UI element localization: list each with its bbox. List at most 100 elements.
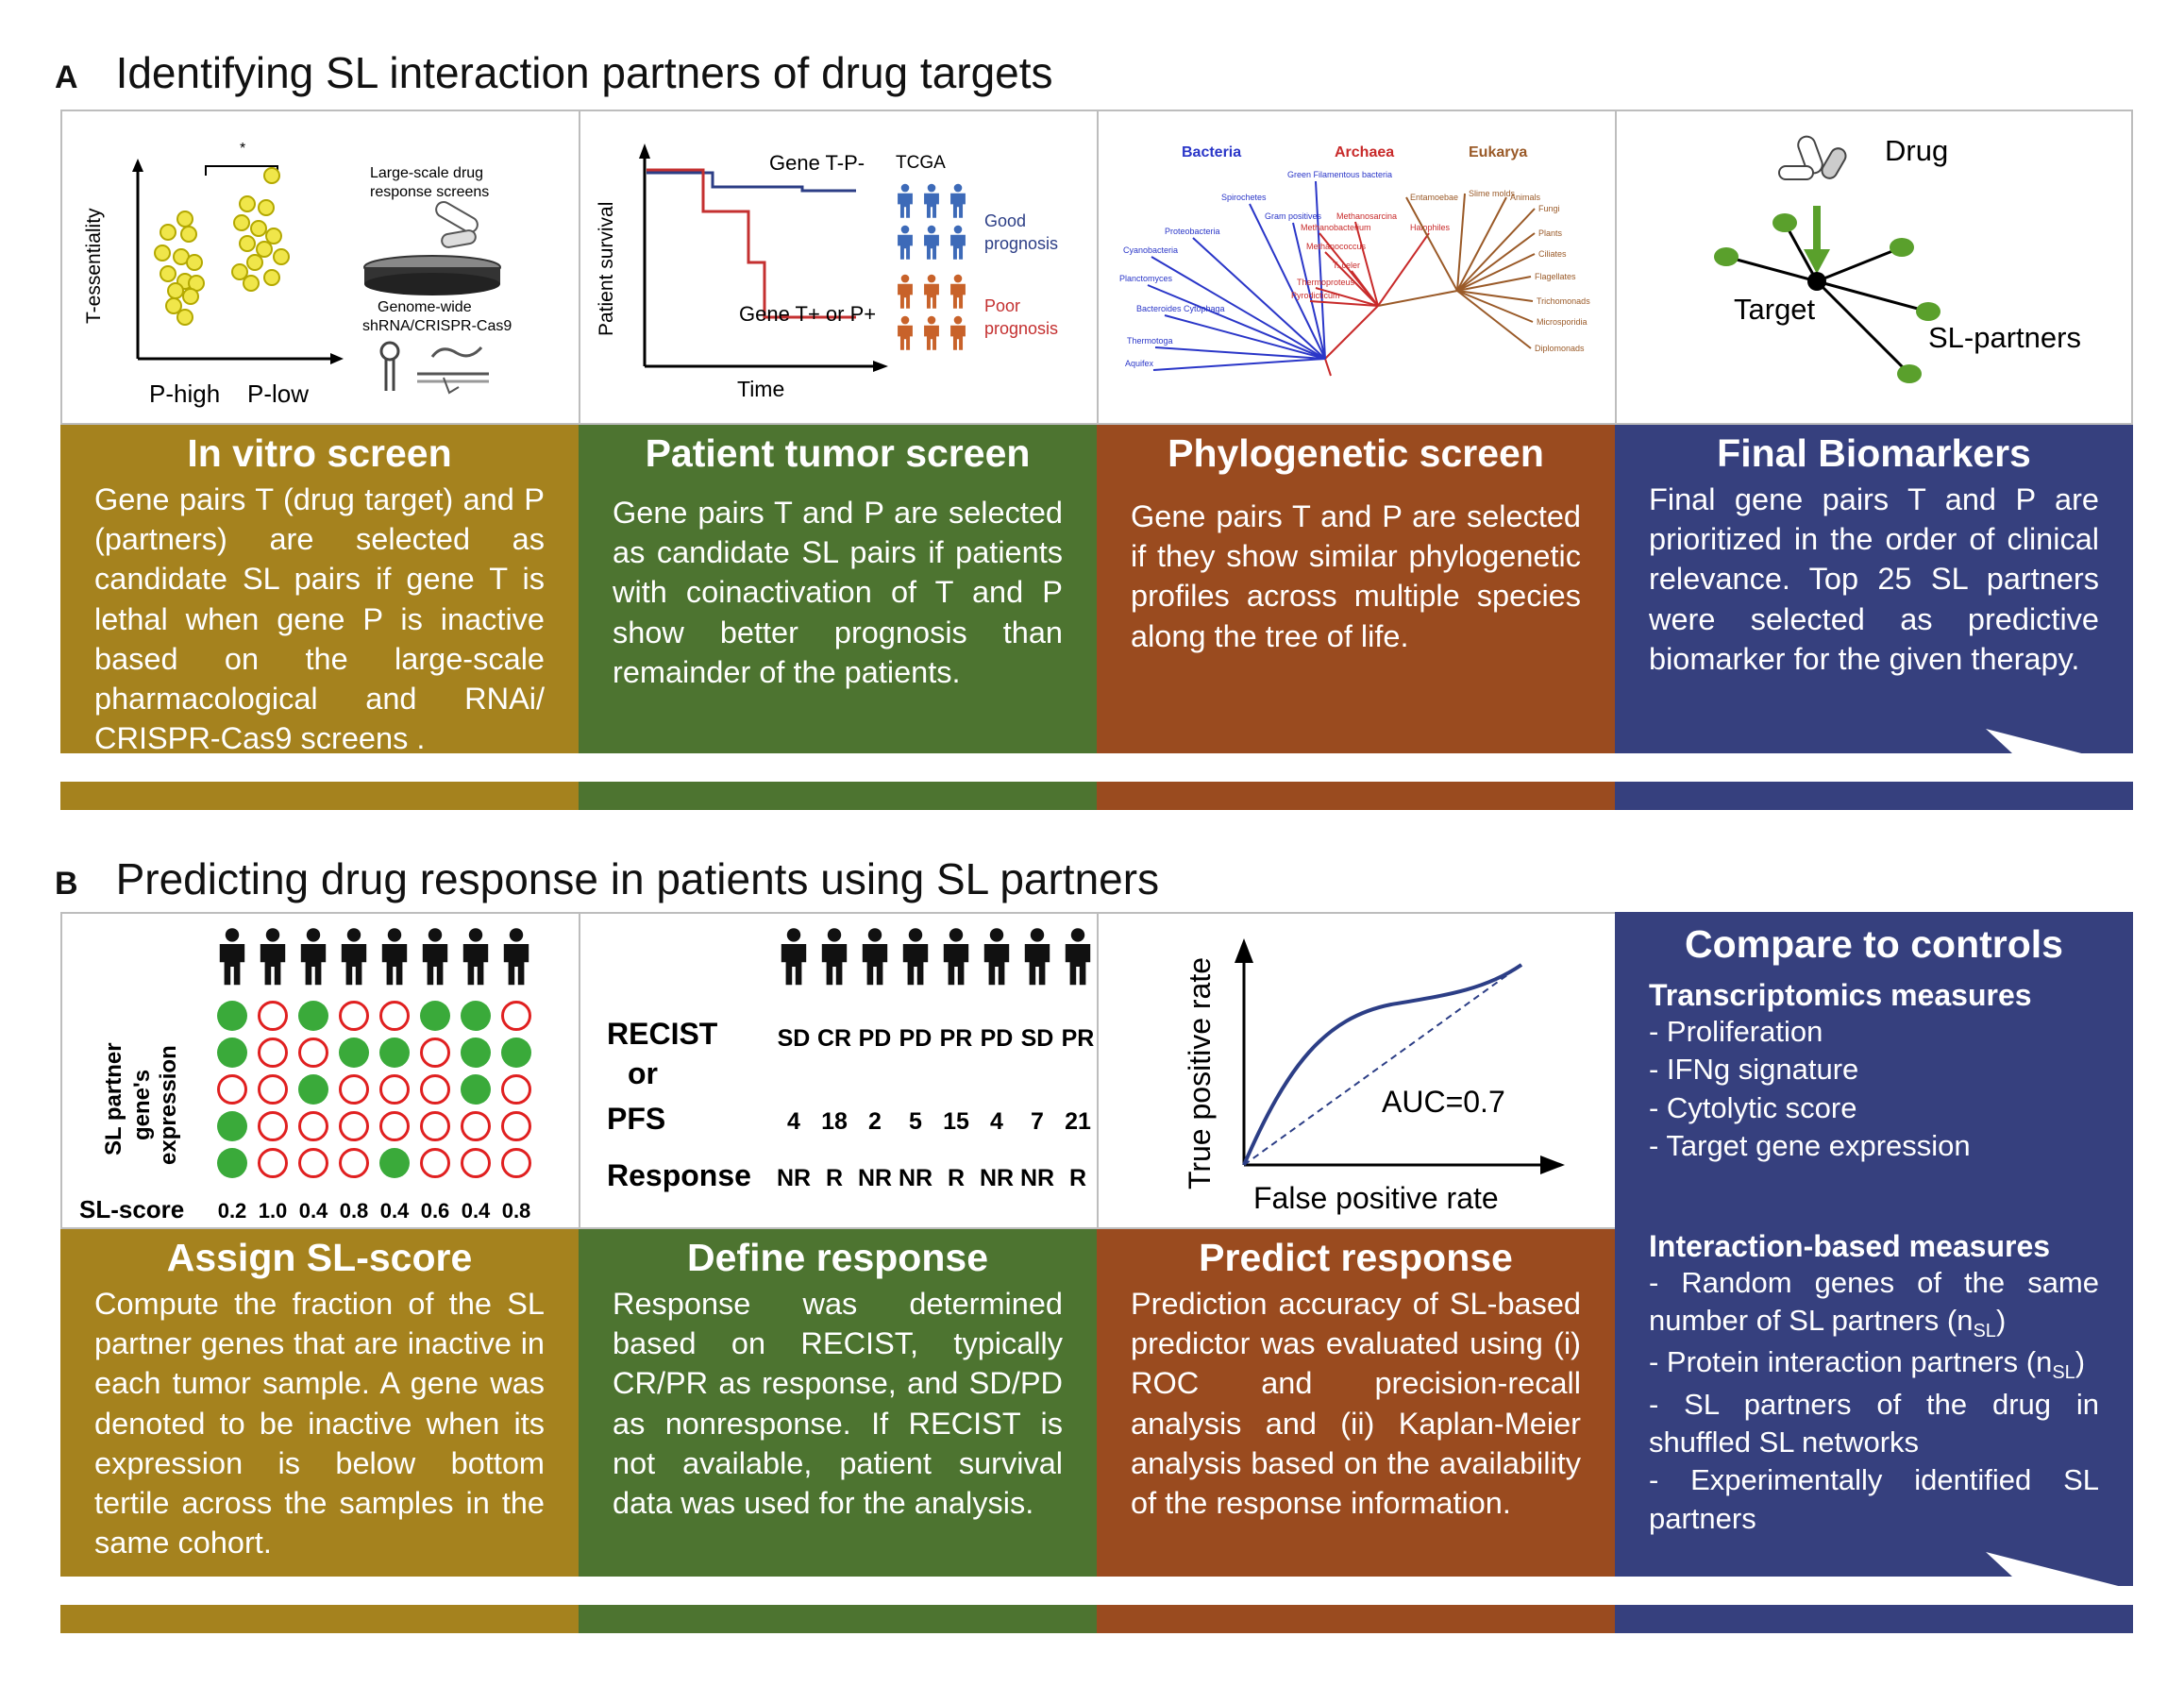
scatter-dot-p-high [182,288,199,305]
phylogenetic-screen-text: Gene pairs T and P are selected if they … [1131,498,1581,653]
drug-screen-label-1: Large-scale drug [370,165,483,181]
final-biomarkers-title: Final Biomarkers [1717,431,2031,475]
eukarya-branch [1456,290,1532,349]
person-icon [898,183,913,218]
eukarya-taxon-label: Fungi [1538,204,1560,213]
recist-value: PR [1062,1025,1095,1052]
scatter-dot-p-high [160,265,176,282]
inactive-expression-ring [501,1001,531,1031]
bacteria-taxon-label: Aquifex [1125,359,1154,368]
recist-value: PR [940,1025,973,1052]
panel-b-color-stripe [60,1605,2133,1633]
bacteria-branch [1292,222,1326,360]
inactive-expression-ring [298,1148,328,1178]
person-icon [983,928,1010,986]
sl-score-value: 0.4 [462,1199,491,1223]
p-low-label: P-low [247,380,309,408]
phylogenetic-screen-box: Phylogenetic screen Gene pairs T and P a… [1097,425,1615,753]
predict-response-box: Predict response Prediction accuracy of … [1097,1229,1615,1586]
person-icon [300,928,327,986]
eukarya-taxon-label: Animals [1510,193,1541,202]
p-high-label: P-high [149,380,220,408]
control-item-cytolytic: - Cytolytic score [1649,1090,1857,1124]
scatter-dot-p-low [239,235,256,252]
inactive-expression-ring [379,1074,410,1105]
sl-score-values: 0.2 1.0 0.4 0.8 0.4 0.6 0.4 0.8 [218,1199,531,1223]
person-icon [781,928,807,986]
bacteria-taxon-label: Green Filamentous bacteria [1287,170,1392,179]
recist-value: CR [817,1025,851,1052]
assign-sl-score-box: Assign SL-score Compute the fraction of … [60,1229,579,1586]
inactive-expression-ring [501,1111,531,1141]
drug-pill-icon [1778,135,1847,180]
panel-b-flow-arrow [60,1552,2133,1628]
sl-score-value: 0.4 [299,1199,328,1223]
scatter-dot-p-low [256,241,273,258]
control-item-proliferation: - Proliferation [1649,1014,1823,1048]
scatter-dot-p-low [239,195,256,212]
interaction-measures-title: Interaction-based measures [1649,1229,2051,1263]
or-label: or [628,1056,658,1090]
define-response-text: Response was determined based on RECIST,… [613,1286,1063,1521]
biomarker-network-figure: Drug Target SL-partners [1615,110,2133,425]
pill-icon [435,201,479,248]
network-edge [1816,245,1903,283]
network-edge [1816,279,1929,313]
inactive-expression-ring [298,1038,328,1068]
bacteria-branch [1192,237,1326,360]
scatter-dot-p-high [176,309,193,326]
phylogenetic-screen-title: Phylogenetic screen [1168,431,1544,475]
sl-partners-label: SL-partners [1928,321,2081,354]
patients-icon-row [781,928,1091,986]
scatter-dot-p-high [154,245,171,261]
scatter-dot-p-high [176,211,193,228]
panel-b-figures: SL partner gene's expression SL-score 0.… [60,912,2133,1229]
panel-letter-b: B [55,866,78,902]
bacteria-branch [1249,203,1326,360]
recist-label: RECIST [607,1017,718,1051]
shrna-hairpin-icon [379,341,400,391]
response-value: NR [858,1165,892,1191]
inactive-expression-ring [420,1038,450,1068]
bacteria-taxon-label: Gram positives [1265,211,1322,221]
inactive-expression-ring [379,1001,410,1031]
pfs-value: 2 [868,1108,882,1135]
archaea-branch [1351,270,1379,307]
t-essentiality-label: T-essentiality [83,208,105,324]
tcga-patients-icon [898,183,966,350]
sl-partner-node [1916,302,1940,321]
poor-label-2: prognosis [984,319,1058,338]
panel-a-figures: T-essentiality * P-high P-low Large-scal… [60,110,2133,425]
bacteria-taxon-label: Proteobacteria [1165,227,1220,236]
active-expression-dot [379,1148,410,1178]
response-value: NR [899,1165,932,1191]
inactive-expression-ring [420,1111,450,1141]
bacteria-branch [1164,314,1326,360]
patient-survival-label: Patient survival [596,202,617,336]
bacteria-label: Bacteria [1182,144,1241,160]
roc-figure: True positive rate False positive rate A… [1097,912,1615,1229]
patients-icon-row [219,928,529,986]
panel-a-heading: Identifying SL interaction partners of d… [115,48,1053,97]
pfs-value: 7 [1031,1108,1044,1135]
eukarya-taxon-label: Ciliates [1538,249,1567,259]
pfs-value: 4 [990,1108,1003,1135]
eukarya-taxon-label: Entamoebae [1410,193,1458,202]
eukarya-branch [1456,232,1536,292]
in-vitro-screen-text: Gene pairs T (drug target) and P (partne… [94,481,545,756]
scatter-dot-p-low [263,269,280,286]
bacteria-taxon-label: Spirochetes [1221,193,1267,202]
panel-letter-a: A [55,59,78,95]
active-expression-dot [217,1111,247,1141]
scatter-dot-p-high [186,254,203,271]
panel-a-flow-arrow [60,729,2133,804]
person-icon [503,928,529,986]
panel-b-descriptions: Assign SL-score Compute the fraction of … [60,1229,2133,1586]
person-icon [924,315,939,350]
pfs-value: 15 [943,1108,969,1135]
tree-of-life: Green Filamentous bacteria Spirochetes Gra… [1119,170,1590,377]
person-icon [950,274,966,309]
archaea-taxon-label: T. celer [1333,261,1360,270]
scatter-dot-p-low [243,275,260,292]
phylogeny-figure: Bacteria Archaea Eukarya Green Filamento… [1097,110,1615,425]
